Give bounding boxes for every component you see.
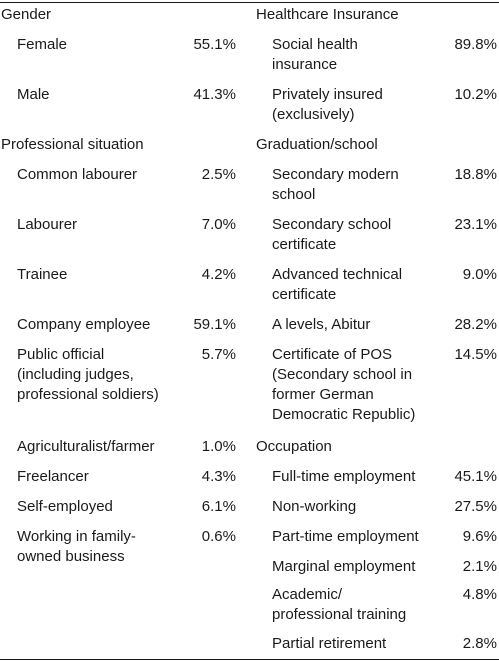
row-label: Agriculturalist/farmer: [17, 438, 155, 455]
section-heading: Professional situation: [1, 136, 144, 153]
row-label: Secondary school certificate: [272, 216, 392, 253]
row-label: Part-time employment: [272, 528, 419, 545]
row-value: 4.2%: [201, 266, 236, 283]
row-label: Labourer: [17, 216, 78, 233]
row-label: Self-employed: [17, 498, 113, 515]
top-rule: [0, 2, 499, 3]
row-value: 2.8%: [462, 635, 497, 652]
row-label: Trainee: [17, 266, 68, 283]
row-value: 59.1%: [193, 316, 236, 333]
row-value: 1.0%: [201, 438, 236, 455]
row-label: Social health insurance: [272, 36, 358, 73]
section-heading: Healthcare Insurance: [256, 6, 399, 23]
row-label: Certificate of POS (Secondary school in …: [272, 346, 416, 423]
row-value: 14.5%: [454, 346, 497, 363]
row-value: 6.1%: [201, 498, 236, 515]
section-heading: Graduation/school: [256, 136, 378, 153]
row-label: Secondary modern school: [272, 166, 399, 203]
row-label: Public official (including judges, profe…: [17, 346, 159, 403]
bottom-rule: [0, 659, 499, 660]
row-value: 18.8%: [454, 166, 497, 183]
row-value: 23.1%: [454, 216, 497, 233]
row-value: 5.7%: [201, 346, 236, 363]
row-label: A levels, Abitur: [272, 316, 371, 333]
row-label: Female: [17, 36, 68, 53]
row-value: 2.1%: [462, 558, 497, 575]
row-label: Freelancer: [17, 468, 89, 485]
row-label: Male: [17, 86, 50, 103]
row-value: 9.0%: [462, 266, 497, 283]
row-value: 55.1%: [193, 36, 236, 53]
row-value: 9.6%: [462, 528, 497, 545]
row-label: Marginal employment: [272, 558, 416, 575]
row-label: Privately insured (exclusively): [272, 86, 383, 123]
row-value: 89.8%: [454, 36, 497, 53]
row-label: Full-time employment: [272, 468, 416, 485]
row-value: 45.1%: [454, 468, 497, 485]
section-heading: Occupation: [256, 438, 332, 455]
row-value: 41.3%: [193, 86, 236, 103]
row-value: 4.8%: [462, 586, 497, 603]
section-heading: Gender: [1, 6, 52, 23]
row-value: 28.2%: [454, 316, 497, 333]
row-label: Non-working: [272, 498, 357, 515]
row-label: Academic/ professional training: [272, 586, 407, 623]
row-label: Working in family- owned business: [17, 528, 136, 565]
row-label: Advanced technical certificate: [272, 266, 403, 303]
row-value: 27.5%: [454, 498, 497, 515]
row-value: 0.6%: [201, 528, 236, 545]
row-label: Company employee: [17, 316, 151, 333]
row-label: Common labourer: [17, 166, 138, 183]
row-label: Partial retirement: [272, 635, 387, 652]
row-value: 10.2%: [454, 86, 497, 103]
row-value: 7.0%: [201, 216, 236, 233]
row-value: 4.3%: [201, 468, 236, 485]
row-value: 2.5%: [201, 166, 236, 183]
